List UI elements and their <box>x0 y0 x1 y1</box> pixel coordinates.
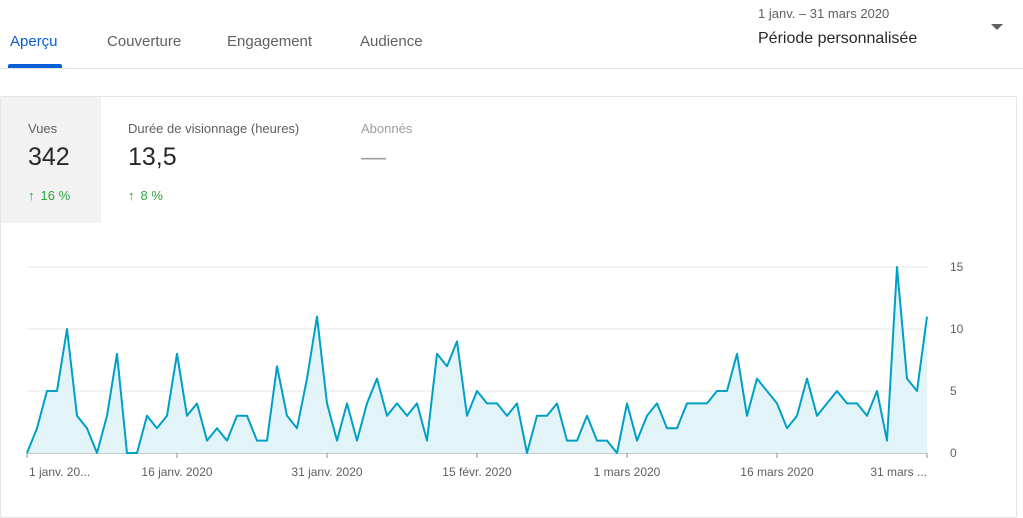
metric-label: Vues <box>28 121 58 136</box>
x-tick-label: 16 janv. 2020 <box>141 465 212 479</box>
chart-area-fill <box>27 267 927 453</box>
period-label: Période personnalisée <box>758 30 918 47</box>
x-tick-label: 15 févr. 2020 <box>442 465 512 479</box>
tab-apercu[interactable]: Aperçu <box>10 33 58 50</box>
x-tick-label: 31 mars ... <box>870 465 927 479</box>
x-tick-label: 1 mars 2020 <box>594 465 661 479</box>
metric-duree[interactable]: Durée de visionnage (heures) 13,5 ↑ 8 % <box>101 97 331 223</box>
metric-delta: ↑ 8 % <box>128 188 163 203</box>
y-tick-label: 5 <box>950 384 957 398</box>
metric-label: Abonnés <box>361 121 413 136</box>
metric-delta-value: 8 % <box>140 188 163 203</box>
metric-value: 13,5 <box>128 143 177 171</box>
active-tab-indicator <box>8 64 62 68</box>
metric-delta-value: 16 % <box>40 188 71 203</box>
metric-vues[interactable]: Vues 342 ↑ 16 % <box>1 97 101 223</box>
chart-series-line <box>26 266 928 454</box>
y-tick-label: 10 <box>950 322 964 336</box>
analytics-card: Vues 342 ↑ 16 % Durée de visionnage (heur… <box>0 96 1017 518</box>
period-range: 1 janv. – 31 mars 2020 <box>758 6 890 21</box>
y-tick-label: 15 <box>950 260 964 274</box>
metric-value: 342 <box>28 143 70 171</box>
arrow-up-icon: ↑ <box>28 188 35 203</box>
views-chart: 0 5 10 15 1 janv. 20... 16 janv. 2020 31 janv.… <box>26 260 964 479</box>
period-selector[interactable]: 1 janv. – 31 mars 2020 Période personnal… <box>758 6 917 48</box>
metric-value: — <box>361 143 386 171</box>
x-tick-label: 16 mars 2020 <box>740 465 814 479</box>
tab-bar: Aperçu Couverture Engagement Audience 1 … <box>0 0 1023 69</box>
y-tick-label: 0 <box>950 446 957 460</box>
metric-label: Durée de visionnage (heures) <box>128 121 300 136</box>
metric-delta: ↑ 16 % <box>28 188 70 203</box>
tab-engagement[interactable]: Engagement <box>227 33 313 50</box>
tab-couverture[interactable]: Couverture <box>107 33 182 50</box>
metric-abonnes[interactable]: Abonnés — <box>334 97 484 223</box>
x-tick-label: 1 janv. 20... <box>29 465 90 479</box>
tab-audience[interactable]: Audience <box>360 33 423 50</box>
arrow-up-icon: ↑ <box>128 188 135 203</box>
x-tick-label: 31 janv. 2020 <box>291 465 362 479</box>
dropdown-arrow-icon[interactable] <box>991 24 1003 30</box>
